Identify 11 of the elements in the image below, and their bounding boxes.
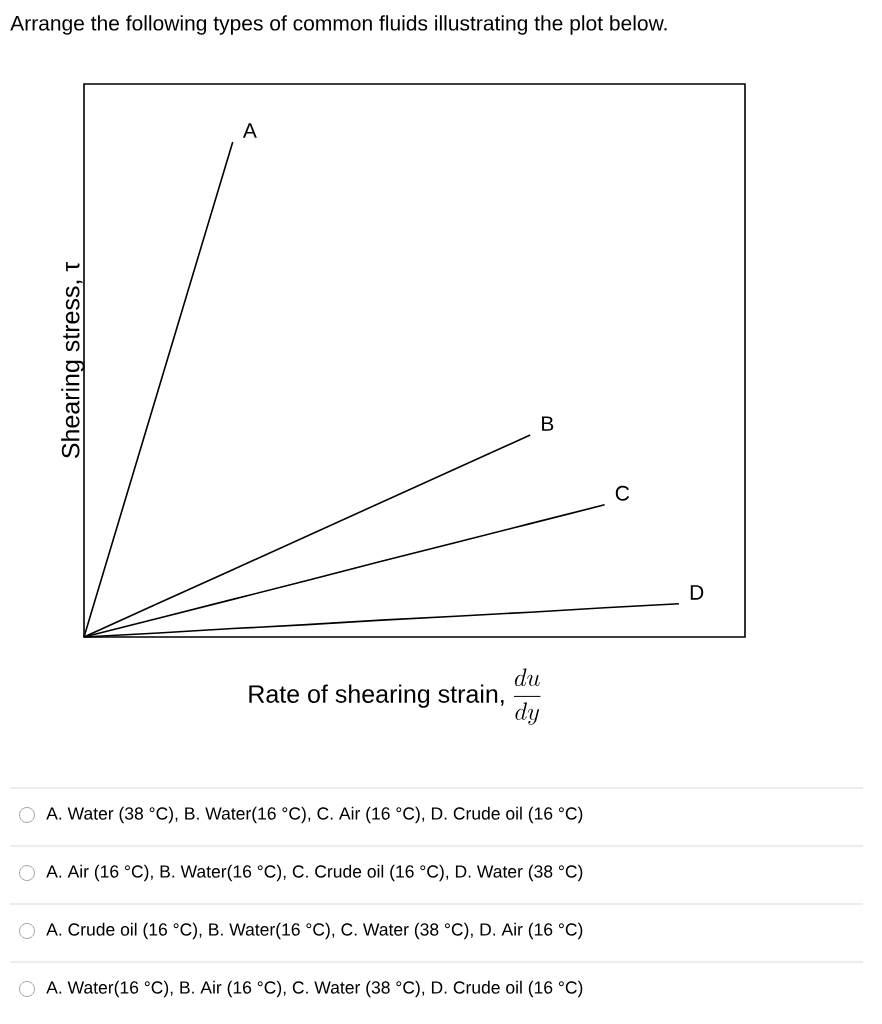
text: A. Crude oil (16 °C), B. Water(16 °C), C. Water (38 °C), D. Air (16 °C)	[46, 922, 583, 940]
y-axis-title: Shearing stress, τ	[61, 262, 85, 459]
text: A. Water (38 °C), B. Water(16 °C), C. Air (16 °C), D. Crude oil (16 °C)	[46, 806, 583, 824]
series-label: C	[615, 485, 630, 501]
text: A. Water(16 °C), B. Air (16 °C), C. Water (38 °C), D. Crude oil (16 °C)	[46, 980, 583, 998]
series-label: B	[542, 416, 554, 431]
series-label: A	[242, 123, 257, 138]
text: A. Air (16 °C), B. Water(16 °C), C. Crude oil (16 °C), D. Water (38 °C)	[46, 864, 583, 882]
chart-title: Arrange the following types of common fluids illustrating the plot below.	[10, 15, 667, 35]
x-axis-title: $\text{Rate of shearing strain, }\frac{du}{dy}$	[249, 668, 541, 725]
series-label: D	[690, 585, 704, 600]
